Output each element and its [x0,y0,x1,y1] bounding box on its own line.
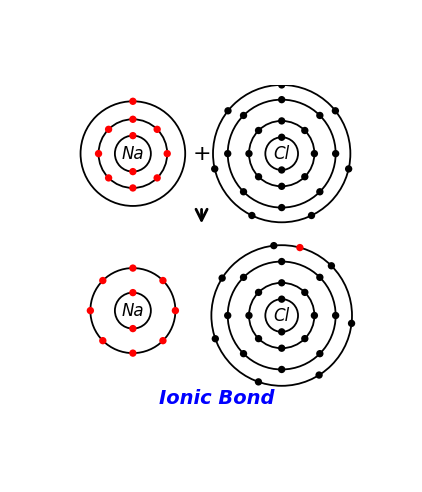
Point [87,307,94,314]
Point [130,264,136,272]
Point [279,328,285,336]
Point [279,204,285,212]
Point [240,188,247,196]
Point [311,311,318,319]
Point [279,295,285,303]
Point [130,168,136,176]
Point [279,344,285,352]
Point [271,242,277,249]
Point [316,112,323,120]
Point [219,274,225,282]
Text: Cl: Cl [273,145,290,163]
Point [279,117,285,125]
Point [105,174,112,182]
Point [246,150,252,157]
Point [255,173,262,181]
Point [160,277,166,284]
Point [160,337,166,344]
Point [105,125,112,133]
Point [316,371,322,379]
Point [311,150,318,157]
Point [130,184,136,192]
Point [279,366,285,373]
Point [225,150,231,157]
Point [100,337,106,344]
Text: Ionic Bond: Ionic Bond [159,389,274,408]
Point [164,150,170,157]
Point [279,258,285,266]
Point [316,274,323,281]
Point [332,107,339,115]
Text: Na: Na [122,145,144,163]
Point [332,150,339,157]
Point [130,115,136,123]
Point [316,350,323,358]
Point [279,279,285,287]
Point [240,112,247,120]
Point [211,165,218,173]
Point [279,133,285,141]
Point [301,173,308,181]
Point [308,212,315,219]
Point [95,150,102,157]
Point [130,289,136,297]
Point [154,174,160,182]
Point [172,307,179,314]
Point [279,183,285,190]
Point [212,335,219,342]
Text: +: + [192,144,211,164]
Point [240,350,247,358]
Point [301,288,308,296]
Point [301,126,308,134]
Point [301,335,308,342]
Point [130,132,136,140]
Text: Na: Na [122,302,144,320]
Point [316,188,323,196]
Point [255,126,262,134]
Point [240,274,247,281]
Point [345,165,352,173]
Point [328,262,335,270]
Point [130,325,136,333]
Point [279,166,285,174]
Point [225,311,231,319]
Point [154,125,160,133]
Point [255,378,262,386]
Point [130,97,136,105]
Text: Cl: Cl [273,307,290,325]
Point [348,319,355,327]
Point [130,349,136,357]
Point [279,81,285,89]
Point [255,288,262,296]
Point [100,277,106,284]
Point [279,96,285,104]
Point [297,244,303,251]
Point [249,212,255,219]
Point [255,335,262,342]
Point [225,107,231,115]
Point [246,311,252,319]
Point [332,311,339,319]
